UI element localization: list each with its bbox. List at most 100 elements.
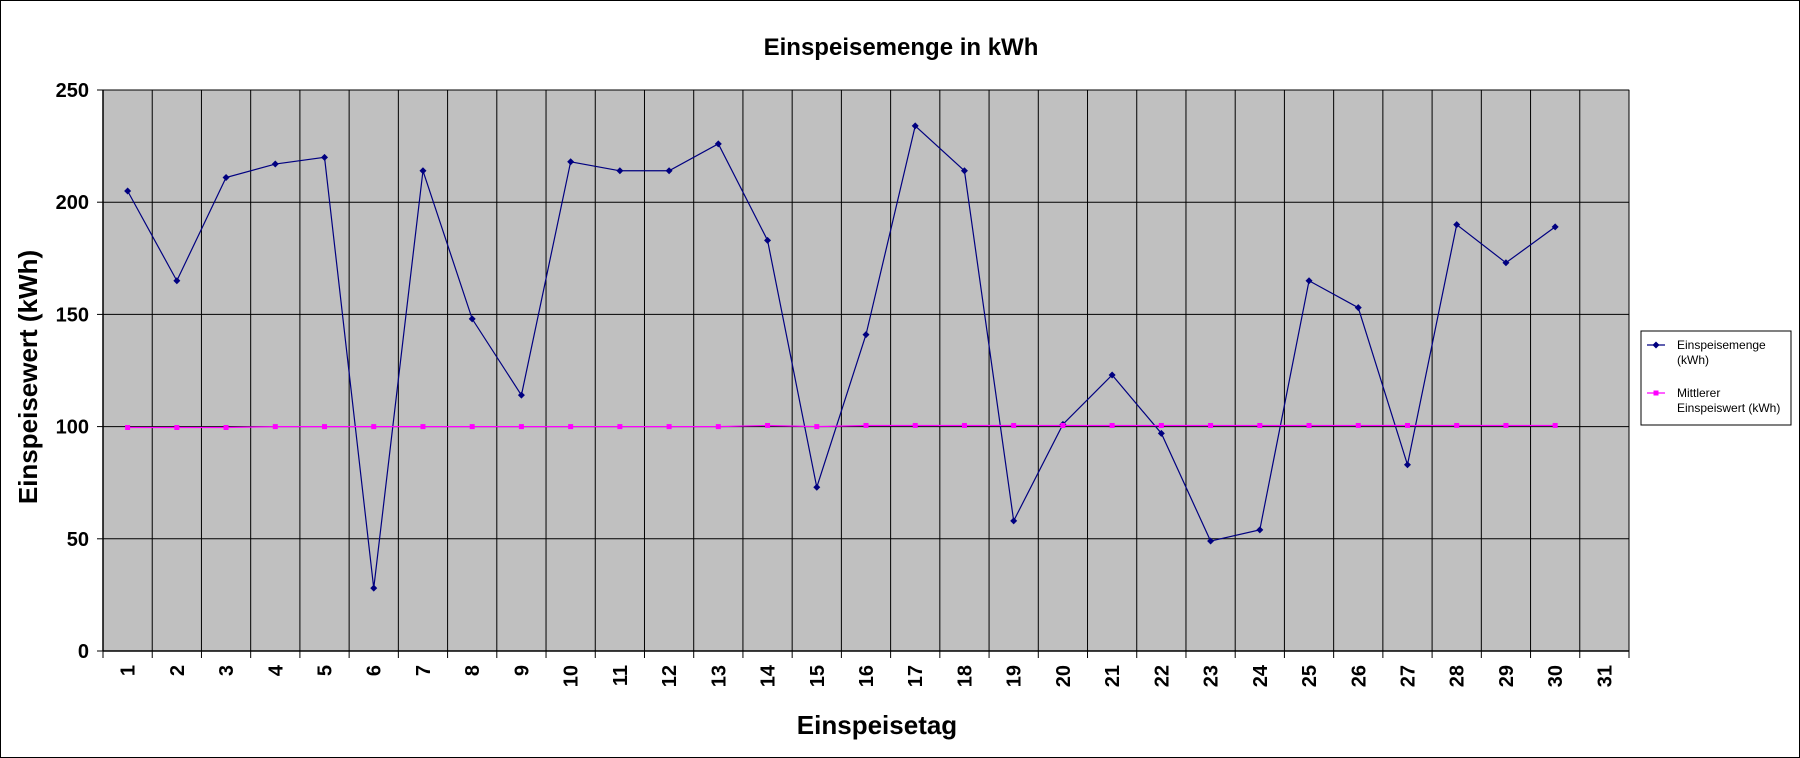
data-point-einspeisemenge: [1108, 371, 1116, 379]
data-point-mittlerer-einspeiswert: [322, 424, 328, 430]
x-tick-label: 18: [954, 665, 976, 687]
y-tick-label: 150: [56, 304, 89, 326]
data-point-mittlerer-einspeiswert: [125, 424, 131, 430]
chart-title: Einspeisemenge in kWh: [764, 34, 1039, 61]
data-point-mittlerer-einspeiswert: [174, 424, 180, 430]
x-tick-label: 5: [315, 665, 337, 676]
data-point-mittlerer-einspeiswert: [272, 424, 278, 430]
data-point-einspeisemenge: [468, 315, 476, 323]
data-point-mittlerer-einspeiswert: [223, 424, 229, 430]
data-point-einspeisemenge: [173, 277, 181, 285]
data-point-einspeisemenge: [222, 174, 230, 182]
data-point-einspeisemenge: [1551, 223, 1559, 231]
y-tick-label: 50: [67, 529, 89, 551]
x-tick-label: 9: [511, 665, 533, 676]
data-point-einspeisemenge: [517, 391, 525, 399]
data-point-mittlerer-einspeiswert: [863, 422, 869, 428]
data-point-einspeisemenge: [1207, 537, 1215, 545]
series-line-2: [127, 424, 1556, 429]
data-point-einspeisemenge: [813, 483, 821, 491]
plot-background: [102, 89, 1630, 652]
x-tick-label: 6: [364, 665, 386, 676]
data-point-mittlerer-einspeiswert: [1208, 422, 1214, 428]
x-tick-label: 26: [1348, 665, 1370, 687]
x-tick-label: 30: [1545, 665, 1567, 687]
data-point-mittlerer-einspeiswert: [1011, 422, 1017, 428]
x-tick-label: 29: [1496, 665, 1518, 687]
series-line-1: [127, 124, 1556, 589]
data-point-einspeisemenge: [1010, 517, 1018, 525]
data-point-einspeisemenge: [419, 167, 427, 175]
y-tick-label: 0: [78, 641, 89, 663]
data-point-mittlerer-einspeiswert: [1552, 422, 1558, 428]
legend-marker-square: [1653, 390, 1659, 396]
x-tick-label: 15: [807, 665, 829, 687]
data-point-einspeisemenge: [616, 167, 624, 175]
data-point-einspeisemenge: [1354, 304, 1362, 312]
legend-label: Einspeiswert (kWh): [1677, 401, 1780, 415]
data-point-mittlerer-einspeiswert: [1404, 422, 1410, 428]
x-tick-label: 28: [1447, 665, 1469, 687]
data-point-einspeisemenge: [271, 160, 279, 168]
x-tick-label: 3: [216, 665, 238, 676]
x-tick-label: 16: [856, 665, 878, 687]
x-tick-label: 21: [1102, 665, 1124, 687]
data-point-mittlerer-einspeiswert: [1306, 422, 1312, 428]
data-point-mittlerer-einspeiswert: [912, 422, 918, 428]
x-tick-label: 20: [1053, 665, 1075, 687]
x-tick-label: 27: [1397, 665, 1419, 687]
data-point-einspeisemenge: [370, 584, 378, 592]
data-point-einspeisemenge: [960, 167, 968, 175]
x-tick-label: 31: [1594, 665, 1616, 687]
legend-label: Mittlerer: [1677, 386, 1720, 400]
data-point-mittlerer-einspeiswert: [814, 424, 820, 430]
data-point-mittlerer-einspeiswert: [1454, 422, 1460, 428]
legend-box: [1640, 330, 1792, 426]
data-point-einspeisemenge: [1403, 461, 1411, 469]
data-point-mittlerer-einspeiswert: [715, 424, 721, 430]
x-tick-label: 17: [905, 665, 927, 687]
x-tick-label: 11: [610, 665, 632, 686]
x-tick-label: 8: [462, 665, 484, 676]
data-point-mittlerer-einspeiswert: [371, 424, 377, 430]
data-point-mittlerer-einspeiswert: [666, 424, 672, 430]
x-axis-title: Einspeisetag: [797, 710, 957, 740]
y-tick-label: 200: [56, 192, 89, 214]
legend-label: (kWh): [1677, 353, 1709, 367]
x-tick-label: 4: [265, 664, 287, 676]
data-point-mittlerer-einspeiswert: [1503, 422, 1509, 428]
data-point-einspeisemenge: [1256, 526, 1264, 534]
x-tick-label: 23: [1201, 665, 1223, 687]
y-tick-label: 250: [56, 80, 89, 102]
x-tick-label: 14: [758, 664, 780, 687]
data-point-einspeisemenge: [321, 153, 329, 161]
x-tick-label: 13: [708, 665, 730, 687]
data-point-einspeisemenge: [124, 187, 132, 195]
data-point-mittlerer-einspeiswert: [617, 424, 623, 430]
x-tick-label: 19: [1004, 665, 1026, 687]
x-tick-label: 10: [561, 665, 583, 687]
data-point-einspeisemenge: [714, 140, 722, 148]
legend-label: Einspeisemenge: [1677, 338, 1766, 352]
legend-marker-diamond: [1652, 341, 1660, 349]
data-point-einspeisemenge: [567, 158, 575, 166]
x-tick-label: 1: [118, 665, 140, 676]
x-tick-label: 24: [1250, 664, 1272, 687]
data-point-mittlerer-einspeiswert: [420, 424, 426, 430]
data-point-einspeisemenge: [764, 236, 772, 244]
y-axis-title: Einspeisewert (kWh): [13, 250, 43, 504]
data-point-einspeisemenge: [1157, 429, 1165, 437]
data-point-mittlerer-einspeiswert: [568, 424, 574, 430]
x-tick-label: 12: [659, 665, 681, 687]
data-point-einspeisemenge: [1502, 259, 1510, 267]
data-point-einspeisemenge: [665, 167, 673, 175]
data-point-mittlerer-einspeiswert: [1109, 422, 1115, 428]
x-tick-label: 25: [1299, 665, 1321, 687]
data-point-mittlerer-einspeiswert: [1060, 422, 1066, 428]
data-point-einspeisemenge: [862, 331, 870, 339]
data-point-mittlerer-einspeiswert: [518, 424, 524, 430]
x-tick-label: 22: [1151, 665, 1173, 687]
